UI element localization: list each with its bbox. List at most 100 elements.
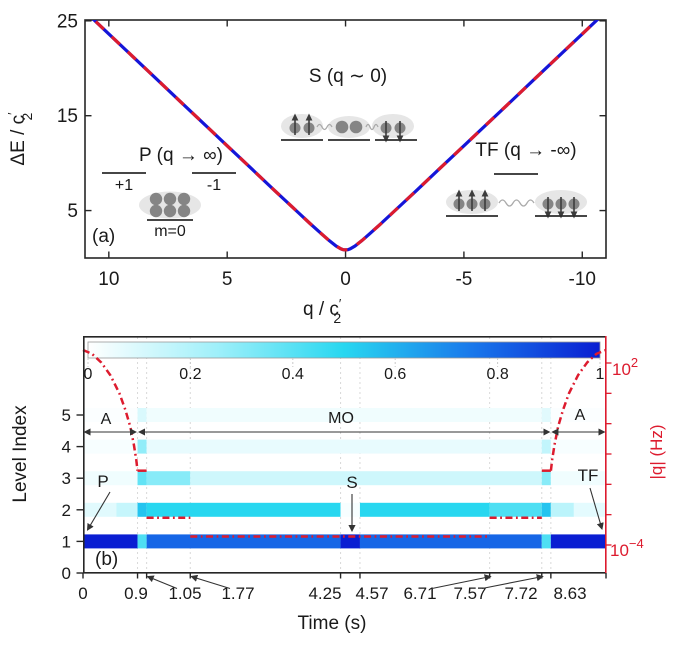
time-tick-label: 4.25 xyxy=(308,584,341,603)
population-bar-level-4 xyxy=(146,439,542,454)
coupling-wave-icon xyxy=(365,123,379,131)
population-bar-level-1 xyxy=(541,534,551,549)
right-top-base: 10 xyxy=(612,360,631,379)
population-bar-level-5 xyxy=(146,408,542,422)
marker-p-arrow xyxy=(86,491,111,531)
panel-a-label: (a) xyxy=(92,226,115,247)
marker-s-label: S xyxy=(346,473,357,492)
tick-label-arrow xyxy=(481,574,544,590)
m0-label: m=0 xyxy=(154,223,186,240)
population-bar-level-1 xyxy=(83,534,138,549)
xlabel-sub: 2 xyxy=(333,310,341,326)
inset-twin-fock: TF (q → -∞) xyxy=(446,140,587,220)
population-bar-level-1 xyxy=(146,534,341,549)
region-label-mo: MO xyxy=(328,410,354,427)
level-tick-label: 3 xyxy=(62,469,71,488)
panel-a-xlabel: q / c′ 2 xyxy=(303,296,342,326)
tick-label-arrow xyxy=(431,574,492,590)
marker-tf-label: TF xyxy=(578,466,599,485)
population-bar-level-3 xyxy=(146,471,191,486)
tick-label-arrow xyxy=(190,574,231,590)
atom-icon xyxy=(149,204,163,218)
panel-b-gridlines xyxy=(137,337,552,573)
region-label-a-left: A xyxy=(101,411,112,428)
x-tick-label: 10 xyxy=(98,269,119,290)
right-axis-bottom-tick-label: 10−4 xyxy=(610,536,644,560)
level-tick-label: 1 xyxy=(62,532,71,551)
population-bar-level-1 xyxy=(550,534,607,549)
panel-b: 0 0.2 0.4 0.6 0.8 1 0 0.9 1.05 1.77 4.25 4.57 6.71 7… xyxy=(10,336,666,634)
atom-icon xyxy=(149,192,163,206)
region-label-a-right: A xyxy=(575,407,586,424)
population-heatmap xyxy=(83,408,607,549)
m-plus1-label: +1 xyxy=(115,177,133,194)
atom-icon xyxy=(335,120,349,134)
energy-curve-red-dashed xyxy=(91,20,600,252)
population-bar-level-2 xyxy=(489,502,542,517)
spin-halo xyxy=(372,114,414,138)
population-bar-level-2 xyxy=(340,502,360,517)
right-axis-top-tick-label: 102 xyxy=(612,355,638,379)
population-bar-level-3 xyxy=(83,471,138,486)
population-bar-level-2 xyxy=(137,502,147,517)
x-tick-label: -5 xyxy=(455,269,472,290)
population-bar-level-3 xyxy=(550,471,607,486)
colorbar-tick-label: 0 xyxy=(84,366,93,383)
level-tick-label: 5 xyxy=(62,406,71,425)
atom-icon xyxy=(177,204,191,218)
colorbar-tick-label: 0.2 xyxy=(179,366,201,383)
level-tick-label: 0 xyxy=(62,564,71,583)
population-bar-level-2 xyxy=(116,502,138,517)
y-tick-label: 15 xyxy=(57,106,78,127)
colorbar: 0 0.2 0.4 0.6 0.8 1 xyxy=(84,341,605,383)
spin-halo xyxy=(328,116,370,138)
coupling-wave-icon xyxy=(316,123,333,131)
time-tick-label: 7.57 xyxy=(453,584,486,603)
population-bar-level-5 xyxy=(541,408,551,422)
right-bottom-exp: −4 xyxy=(629,536,644,551)
tick-label-arrow xyxy=(146,575,178,590)
population-bar-level-4 xyxy=(541,439,551,454)
xlabel-main: q / c xyxy=(303,299,339,320)
colorbar-tick-label: 0.6 xyxy=(384,366,406,383)
population-bar-level-1 xyxy=(359,534,542,549)
time-tick-label: 7.72 xyxy=(504,584,537,603)
time-tick-label: 0.9 xyxy=(124,584,148,603)
atom-icon xyxy=(177,192,191,206)
population-bar-level-5 xyxy=(137,408,147,422)
spin-halo xyxy=(281,114,323,138)
inset-polar: P (q → ∞) +1 -1 m=0 xyxy=(102,145,236,240)
population-bar-level-2 xyxy=(146,502,341,517)
colorbar-tick-label: 0.4 xyxy=(282,366,304,383)
region-s-label: S (q ∼ 0) xyxy=(309,66,387,87)
m-minus1-label: -1 xyxy=(207,177,221,194)
level-tick-label: 4 xyxy=(62,438,71,457)
population-bar-level-3 xyxy=(541,471,551,486)
population-bar-level-4 xyxy=(137,439,147,454)
y-tick-label: 25 xyxy=(57,11,78,32)
population-bar-level-4 xyxy=(550,439,607,454)
ylabel-sub: 2 xyxy=(19,112,35,120)
atom-icon xyxy=(163,204,177,218)
region-tf-label: TF (q → -∞) xyxy=(475,140,576,161)
inset-singlet: S (q ∼ 0) xyxy=(281,66,417,144)
panel-a-ylabel: ΔE / c′2 xyxy=(5,112,35,166)
population-bar-level-1 xyxy=(340,534,360,549)
panel-b-ylabel: Level Index xyxy=(10,405,31,503)
x-tick-label: 0 xyxy=(340,269,351,290)
population-bar-level-4 xyxy=(83,439,138,454)
time-tick-label: 6.71 xyxy=(403,584,436,603)
x-tick-label: -10 xyxy=(569,269,596,290)
atom-icon xyxy=(349,120,363,134)
panel-b-axes-box xyxy=(83,336,606,574)
right-top-exp: 2 xyxy=(631,355,638,370)
q-magnitude-line xyxy=(82,348,607,538)
panel-a-plot-area: 10 5 0 -5 -10 25 15 5 xyxy=(57,11,606,290)
coupling-wave-icon xyxy=(498,199,535,207)
marker-p-label: P xyxy=(97,472,108,491)
ylabel-main: ΔE / c xyxy=(8,115,29,166)
colorbar-strip xyxy=(87,341,601,359)
population-bar-level-3 xyxy=(190,471,542,486)
time-tick-label: 8.63 xyxy=(553,584,586,603)
